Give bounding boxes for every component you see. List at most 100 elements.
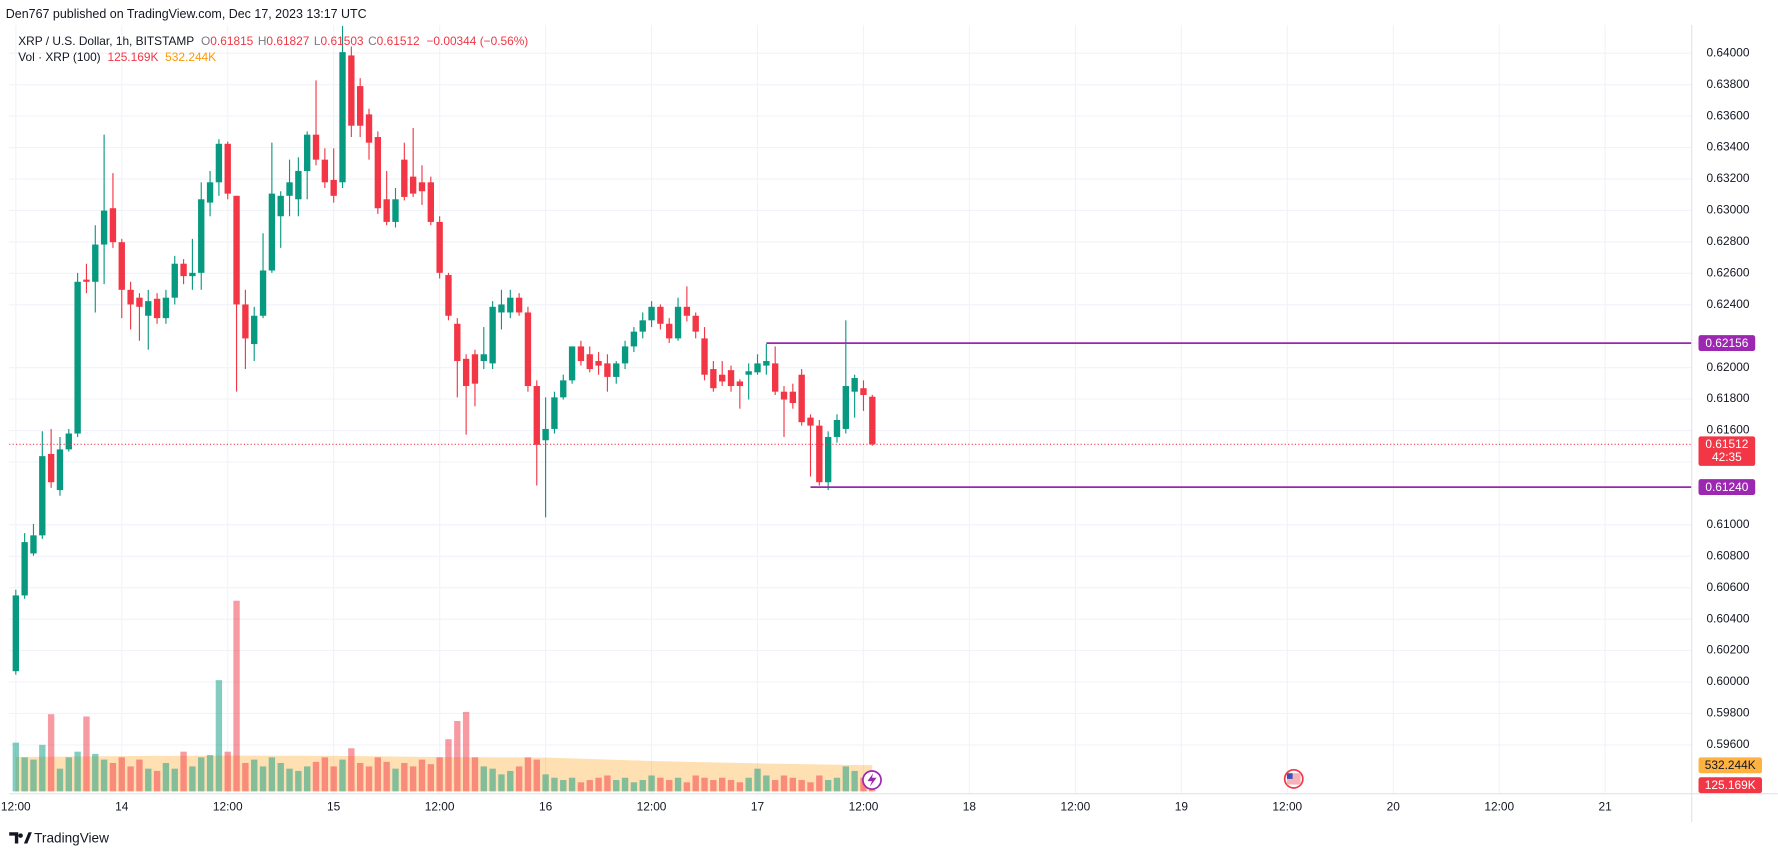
y-tick-label: 0.62000 <box>1706 360 1749 374</box>
event-icon[interactable] <box>862 770 882 790</box>
volume-bar <box>198 757 205 792</box>
legend-value: 0.61827 <box>266 34 309 48</box>
volume-bar <box>427 764 434 792</box>
candle-body <box>56 449 64 491</box>
volume-bar <box>259 766 267 792</box>
volume-bar <box>304 766 311 792</box>
x-tick-label: 12:00 <box>213 799 243 813</box>
volume-bar <box>56 768 64 792</box>
candle-body <box>842 386 849 429</box>
volume-bar <box>613 780 620 792</box>
candle-body <box>595 361 602 366</box>
volume-tag <box>1698 777 1763 794</box>
x-tick-label: 17 <box>751 799 765 813</box>
x-tick-label: 14 <box>115 799 129 813</box>
candle-body <box>745 371 752 375</box>
volume-bar <box>674 777 682 792</box>
x-tick-label: 20 <box>1387 799 1401 813</box>
y-tick-label: 0.62800 <box>1706 234 1749 248</box>
candle-body <box>551 397 558 429</box>
candle-body <box>215 143 223 183</box>
y-tick-label: 0.64000 <box>1706 45 1749 59</box>
volume-bar <box>648 775 655 792</box>
axes: 12:00 14 12:00 15 12:00 16 12:00 17 12:00 18 12:00… <box>1 45 1763 813</box>
candle-body <box>851 378 858 392</box>
volume-bar <box>162 762 170 792</box>
volume-bar <box>206 755 214 792</box>
y-tick-label: 0.63000 <box>1706 203 1749 217</box>
candle-body <box>824 436 832 483</box>
volume-bar <box>392 768 399 792</box>
volume-bar <box>145 768 152 792</box>
volume-bar <box>65 757 72 792</box>
volume-bar <box>771 780 779 792</box>
legend-change: −0.00344 (−0.56%) <box>426 34 528 48</box>
volume-bar <box>577 782 585 792</box>
y-tick-label: 0.62400 <box>1706 297 1749 311</box>
price-pane <box>9 26 1692 675</box>
candle-body <box>771 363 779 392</box>
candle-body <box>242 304 249 339</box>
candle-body <box>74 281 81 434</box>
legend-volume: Vol · XRP (100) 125.169K 532.244K <box>18 50 216 64</box>
candle-body <box>251 315 258 345</box>
candle-body <box>507 297 514 313</box>
volume-bar <box>12 742 19 792</box>
candle-body <box>798 374 805 423</box>
candle-body <box>401 159 408 197</box>
y-tick-label: 0.63600 <box>1706 108 1749 122</box>
candle-body <box>268 193 276 271</box>
candle-body <box>436 221 443 273</box>
volume-ma-tag <box>1698 757 1763 774</box>
volume-bar <box>401 762 408 792</box>
volume-bar <box>533 759 540 792</box>
x-tick-label: 12:00 <box>637 799 667 813</box>
volume-bar <box>47 714 55 792</box>
candle-body <box>542 428 549 441</box>
volume-bar <box>789 777 797 792</box>
y-tick-label: 0.61800 <box>1706 391 1749 405</box>
y-tick-label: 0.59800 <box>1706 706 1749 720</box>
candle-body <box>356 86 364 126</box>
volume-bar <box>586 780 593 792</box>
candle-body <box>674 306 682 339</box>
candle-body <box>719 374 726 382</box>
candle-body <box>277 195 284 217</box>
candle-body <box>339 52 346 183</box>
flag-icon[interactable] <box>1283 768 1304 789</box>
volume-bar <box>436 757 443 792</box>
volume-bar <box>666 780 673 792</box>
volume-bar <box>551 777 558 792</box>
candle-body <box>12 595 19 672</box>
candle-body <box>100 210 108 245</box>
volume-bar <box>542 774 549 792</box>
volume-bar <box>30 759 37 792</box>
volume-pane <box>12 600 876 792</box>
candle-body <box>489 306 496 364</box>
candle-body <box>427 182 434 222</box>
candle-body <box>533 386 540 445</box>
x-tick-label: 12:00 <box>849 799 879 813</box>
price-tag-label: 0.61512 <box>1705 437 1748 451</box>
x-tick-label: 18 <box>963 799 977 813</box>
candle-body <box>577 346 585 362</box>
y-tick-label: 0.60600 <box>1706 580 1749 594</box>
volume-bar <box>851 770 858 792</box>
y-tick-label: 0.60400 <box>1706 611 1749 625</box>
candle-body <box>613 363 620 377</box>
candle-body <box>392 199 399 222</box>
volume-tag-label: 125.169K <box>1705 778 1756 792</box>
candle-body <box>30 535 37 554</box>
volume-bar <box>189 766 196 792</box>
candle-body <box>118 242 125 290</box>
volume-bar <box>745 777 752 792</box>
level-tag-label: 0.61240 <box>1705 480 1748 494</box>
candle-body <box>498 304 505 313</box>
volume-bar <box>409 766 417 792</box>
candle-body <box>304 134 311 171</box>
brand-name: TradingView <box>34 831 109 846</box>
candle-body <box>754 363 761 373</box>
candle-body <box>454 323 461 362</box>
